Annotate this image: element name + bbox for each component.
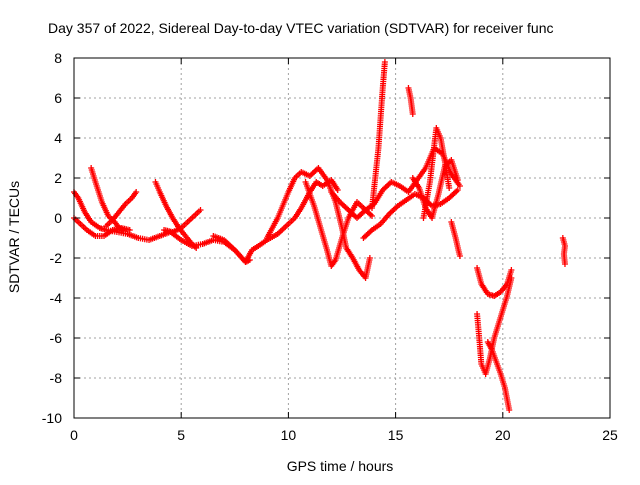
- x-tick-label: 0: [70, 427, 78, 443]
- x-tick-label: 25: [602, 427, 618, 443]
- x-tick-label: 5: [177, 427, 185, 443]
- y-tick-label: -8: [50, 370, 63, 386]
- y-tick-label: -2: [50, 250, 63, 266]
- y-tick-label: -10: [42, 410, 62, 426]
- y-tick-label: 2: [54, 170, 62, 186]
- y-tick-label: 0: [54, 210, 62, 226]
- data-point: [381, 59, 388, 65]
- x-tick-label: 15: [388, 427, 404, 443]
- data-point: [193, 245, 200, 251]
- y-tick-label: 8: [54, 50, 62, 66]
- data-point: [446, 185, 453, 191]
- data-point: [366, 255, 373, 261]
- data-point: [133, 189, 140, 195]
- data-point: [197, 207, 204, 213]
- data-point: [454, 187, 461, 193]
- chart-title: Day 357 of 2022, Sidereal Day-to-day VTE…: [48, 20, 554, 36]
- x-axis-label: GPS time / hours: [287, 458, 394, 474]
- axis-layer: 0 5 10 15 20 25 -10 -8 -6 -4 -2 0 2 4 6 8: [42, 50, 618, 443]
- y-tick-label: 6: [54, 90, 62, 106]
- data-point: [561, 261, 568, 267]
- data-point: [508, 267, 515, 273]
- y-tick-label: -4: [50, 290, 63, 306]
- data-point: [120, 227, 127, 233]
- y-tick-label: -6: [50, 330, 63, 346]
- data-point: [454, 177, 461, 183]
- data-layer: [71, 59, 568, 413]
- grid-layer: [74, 58, 610, 418]
- data-point: [126, 227, 133, 233]
- data-point: [506, 407, 513, 413]
- data-point: [456, 183, 463, 189]
- data-point: [409, 111, 416, 117]
- x-tick-label: 20: [495, 427, 511, 443]
- y-tick-label: 4: [54, 130, 62, 146]
- data-point: [334, 187, 341, 193]
- plot-frame: [73, 57, 611, 419]
- y-axis-label: SDTVAR / TECUs: [6, 181, 22, 293]
- data-point: [456, 253, 463, 259]
- x-tick-label: 10: [281, 427, 297, 443]
- data-point: [369, 213, 376, 219]
- data-point: [508, 275, 515, 281]
